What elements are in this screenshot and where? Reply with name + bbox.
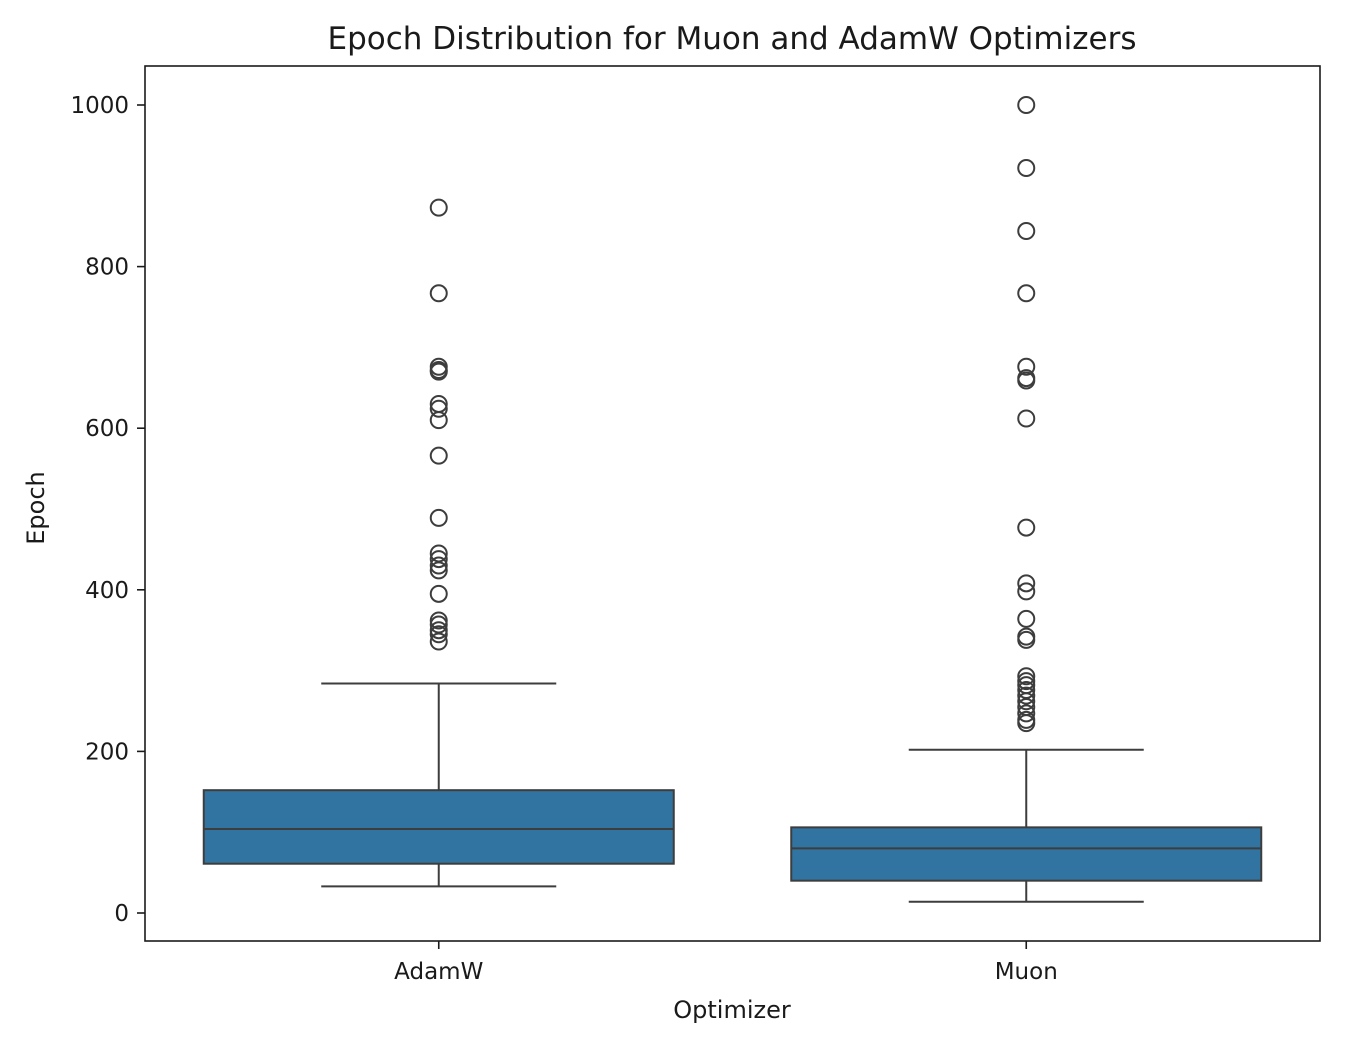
muon-box — [791, 827, 1261, 880]
y-tick-label-1000: 1000 — [70, 93, 129, 119]
muon-outlier-8 — [1018, 520, 1034, 536]
adamw-outlier-14 — [431, 586, 447, 602]
adamw-box — [204, 790, 674, 864]
adamw-outlier-8 — [431, 448, 447, 464]
plot-area: 0 200 400 600 800 1000 AdamW Muon — [70, 93, 1261, 985]
y-tick-label-200: 200 — [85, 739, 129, 765]
y-tick-label-600: 600 — [85, 416, 129, 442]
adamw-outlier-1 — [431, 285, 447, 301]
chart-title: Epoch Distribution for Muon and AdamW Op… — [328, 21, 1137, 57]
adamw-outlier-9 — [431, 510, 447, 526]
muon-outlier-1 — [1018, 160, 1034, 176]
y-tick-label-0: 0 — [114, 901, 129, 927]
y-tick-label-400: 400 — [85, 578, 129, 604]
muon-outlier-7 — [1018, 411, 1034, 427]
x-tick-label-adamw: AdamW — [394, 959, 483, 985]
muon-outlier-3 — [1018, 285, 1034, 301]
y-tick-label-800: 800 — [85, 255, 129, 281]
y-axis-label: Epoch — [22, 471, 50, 545]
x-tick-label-muon: Muon — [995, 959, 1058, 985]
x-axis-label: Optimizer — [673, 996, 791, 1024]
muon-outlier-0 — [1018, 97, 1034, 113]
adamw-outlier-0 — [431, 200, 447, 216]
muon-outlier-11 — [1018, 611, 1034, 627]
muon-outlier-2 — [1018, 223, 1034, 239]
adamw-outlier-7 — [431, 412, 447, 428]
